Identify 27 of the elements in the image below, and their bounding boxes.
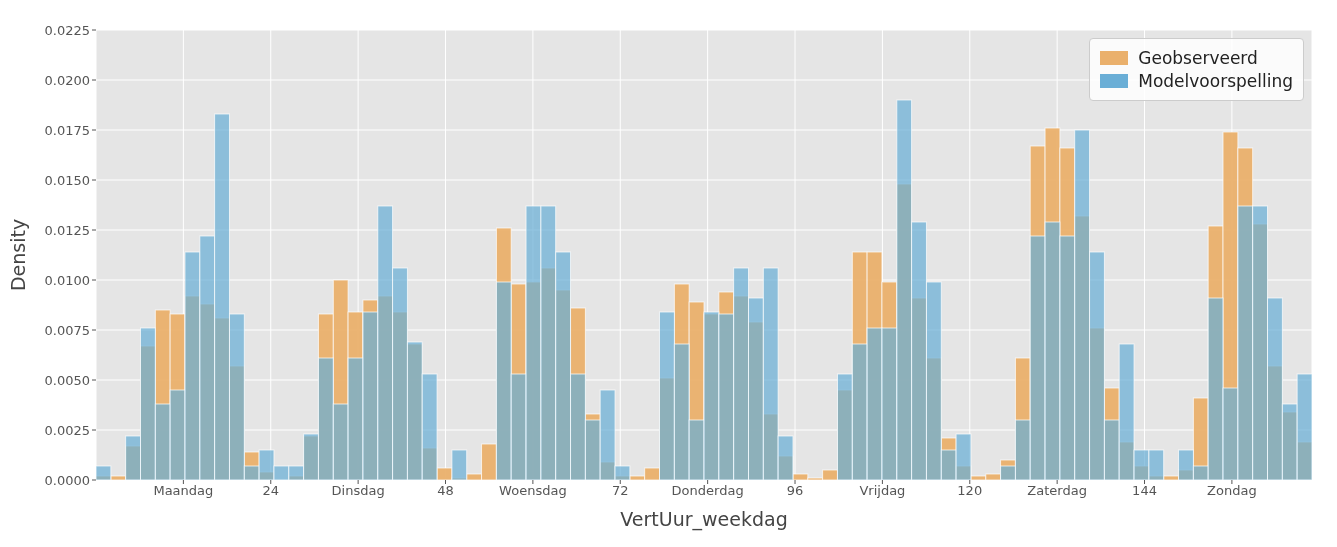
x-tick-label: Donderdag (671, 483, 744, 499)
x-tick-label: Maandag (153, 483, 214, 499)
x-tick-label: Vrijdag (859, 483, 906, 499)
legend-label: Geobserveerd (1138, 48, 1258, 68)
x-tick-label: Woensdag (499, 483, 567, 499)
x-tick-label: 120 (957, 483, 983, 499)
x-tick-label: Zondag (1207, 483, 1257, 499)
y-tick-label: 0.0075 (44, 322, 90, 338)
y-tick-label: 0.0200 (44, 72, 90, 88)
y-tick-label: 0.0100 (44, 272, 90, 288)
x-axis-title: VertUur_weekdag (620, 508, 788, 531)
y-tick-label: 0.0125 (44, 222, 90, 238)
legend-label: Modelvoorspelling (1138, 71, 1293, 91)
x-tick-label: 48 (437, 483, 454, 499)
y-axis-title: Density (6, 218, 29, 292)
y-tick-label: 0.0050 (44, 372, 90, 388)
y-tick-label: 0.0025 (44, 422, 90, 438)
y-tick-label: 0.0225 (44, 22, 90, 38)
x-tick-label: 72 (611, 483, 629, 499)
x-tick-label: 144 (1132, 483, 1157, 499)
y-tick-label: 0.0150 (44, 172, 90, 188)
x-tick-label: 96 (786, 483, 804, 499)
y-tick-label: 0.0000 (44, 472, 90, 488)
x-tick-label: Zaterdag (1027, 483, 1087, 499)
x-tick-label: Dinsdag (331, 483, 385, 499)
y-tick-label: 0.0175 (44, 122, 90, 138)
x-tick-label: 24 (262, 483, 280, 499)
